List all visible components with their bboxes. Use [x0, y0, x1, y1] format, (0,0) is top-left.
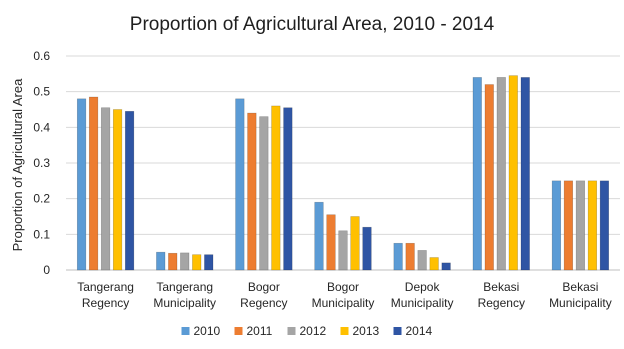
- bar-2011-4: [405, 242, 415, 271]
- x-category-label: Tangerang: [156, 280, 213, 294]
- bar-2011-1: [168, 252, 178, 271]
- y-tick-label: 0.2: [33, 192, 50, 206]
- legend-label-2012: 2012: [300, 324, 327, 338]
- x-category-label: Bekasi: [483, 280, 519, 294]
- legend-swatch-2012: [287, 327, 296, 335]
- legend-swatch-2014: [393, 327, 402, 335]
- chart-title: Proportion of Agricultural Area, 2010 - …: [130, 14, 495, 35]
- x-category-label: Bogor: [327, 280, 359, 294]
- x-category-label: Municipality: [153, 296, 216, 310]
- bars: [76, 75, 610, 271]
- bar-2010-3: [314, 201, 324, 271]
- bar-2010-0: [76, 98, 87, 271]
- y-axis-label: Proportion of Agricultural Area: [10, 78, 25, 251]
- y-axis-ticks: 0 0.1 0.2 0.3 0.4 0.5 0.6: [33, 49, 50, 277]
- bar-2010-2: [235, 98, 245, 271]
- bar-2012-3: [338, 230, 348, 271]
- bar-2011-0: [88, 96, 99, 271]
- x-category-label: Regency: [240, 296, 287, 310]
- x-category-label: Regency: [478, 296, 525, 310]
- bar-2013-4: [429, 257, 439, 271]
- bar-2012-4: [417, 250, 427, 271]
- bar-2012-2: [259, 116, 269, 271]
- bar-2012-0: [100, 107, 111, 271]
- bar-2014-4: [441, 262, 451, 271]
- bar-2010-4: [393, 242, 403, 271]
- bar-2014-2: [283, 107, 293, 271]
- bar-2012-6: [575, 180, 586, 271]
- legend-label-2010: 2010: [194, 324, 221, 338]
- bar-2011-5: [484, 84, 494, 271]
- bar-2013-2: [271, 105, 281, 271]
- legend-label-2013: 2013: [353, 324, 380, 338]
- legend-label-2014: 2014: [406, 324, 433, 338]
- bar-2012-5: [496, 77, 506, 271]
- bar-2013-1: [192, 254, 202, 271]
- bar-2013-6: [587, 180, 598, 271]
- bar-2014-0: [124, 110, 135, 271]
- y-tick-label: 0.3: [33, 156, 50, 170]
- x-category-label: Municipality: [312, 296, 375, 310]
- bar-2011-6: [563, 180, 574, 271]
- x-category-label: Municipality: [391, 296, 454, 310]
- bar-2010-1: [156, 251, 166, 271]
- bar-2013-0: [112, 109, 123, 271]
- bar-2011-2: [247, 112, 257, 271]
- x-category-label: Regency: [82, 296, 129, 310]
- legend-swatch-2011: [234, 327, 243, 335]
- bar-2014-6: [599, 180, 610, 271]
- bar-2014-1: [204, 254, 214, 271]
- x-category-label: Bogor: [248, 280, 280, 294]
- bar-2012-1: [180, 252, 190, 271]
- bar-2010-5: [472, 77, 482, 271]
- legend-swatch-2010: [181, 327, 190, 335]
- x-category-label: Tangerang: [77, 280, 134, 294]
- x-category-label: Bekasi: [562, 280, 598, 294]
- bar-2011-3: [326, 214, 336, 271]
- gridlines: [66, 55, 620, 271]
- y-tick-label: 0.5: [33, 85, 50, 99]
- legend-swatch-2013: [340, 327, 349, 335]
- legend: 2010 2011 2012 2013 2014: [181, 324, 433, 338]
- bar-2013-5: [508, 75, 518, 271]
- bar-2014-3: [362, 226, 372, 271]
- y-tick-label: 0.6: [33, 49, 50, 63]
- bar-2014-5: [520, 77, 530, 271]
- y-tick-label: 0.4: [33, 120, 50, 134]
- bar-2010-6: [551, 180, 562, 271]
- y-tick-label: 0: [43, 263, 50, 277]
- y-tick-label: 0.1: [33, 227, 50, 241]
- x-axis-categories: Tangerang Regency Tangerang Municipality Bog…: [77, 280, 612, 310]
- x-category-label: Municipality: [549, 296, 612, 310]
- x-category-label: Depok: [405, 280, 441, 294]
- legend-label-2011: 2011: [247, 324, 273, 338]
- bar-2013-3: [350, 216, 360, 271]
